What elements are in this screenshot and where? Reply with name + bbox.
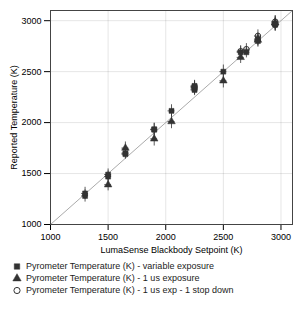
- svg-text:1000: 1000: [21, 219, 41, 229]
- html-text:Pyrometer Temperature (K) - va: Pyrometer Temperature (K) - variable exp…: [26, 261, 214, 271]
- svg-text:LumaSense Blackbody Setpoint (: LumaSense Blackbody Setpoint (K): [100, 245, 242, 255]
- svg-text:Reported Temperature (K): Reported Temperature (K): [9, 65, 19, 169]
- svg-text:1500: 1500: [98, 232, 118, 242]
- svg-text:3000: 3000: [271, 232, 291, 242]
- svg-text:2500: 2500: [21, 67, 41, 77]
- html-text:Pyrometer Temperature (K) - 1: Pyrometer Temperature (K) - 1 us exp - 1…: [26, 285, 234, 295]
- svg-text:2000: 2000: [156, 232, 176, 242]
- svg-text:3000: 3000: [21, 16, 41, 26]
- svg-text:1500: 1500: [21, 168, 41, 178]
- svg-text:2500: 2500: [213, 232, 233, 242]
- html-text:Pyrometer Temperature (K) - 1: Pyrometer Temperature (K) - 1 us exposur…: [26, 273, 200, 283]
- svg-text:2000: 2000: [21, 117, 41, 127]
- svg-text:1000: 1000: [40, 232, 60, 242]
